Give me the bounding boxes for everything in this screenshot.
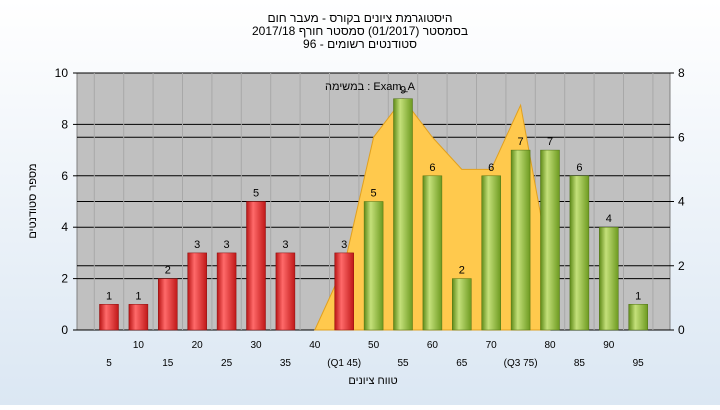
bar-labels-group: 1 1 2 3 3 5 3 3 5 9 6 2 6 7 7 6 4 1 [106,85,641,303]
bar-65 [452,278,472,331]
x-tick-label: 90 [603,340,615,351]
bar-5 [99,304,119,331]
y-tick-label: 2 [61,272,68,286]
bar-label-80: 7 [547,136,553,148]
y-tick-label: 6 [61,169,68,183]
bar-30 [246,201,266,331]
x-tick-label: 55 [397,358,409,369]
bar-label-55: 9 [400,85,406,97]
bar-label-65: 2 [459,265,465,277]
x-tick-label: 60 [427,340,439,351]
bar-label-30: 5 [253,188,259,200]
y-axis-label: מספר סטודנטים [27,163,39,238]
bar-label-35: 3 [282,239,288,251]
x-tick-label: 70 [486,340,498,351]
bar-50 [363,201,384,331]
y-tick-label: 10 [55,66,69,80]
bar-90 [599,226,619,331]
x-tick-label: 95 [633,358,645,369]
bar-10 [128,304,149,331]
bar-60 [422,175,443,331]
y2-tick-label: 8 [678,66,685,80]
bar-label-5: 1 [106,290,112,302]
bar-label-60: 6 [429,162,435,174]
x-tick-label: 50 [368,340,380,351]
chart-annotation: במשימה : Exam_A [325,81,416,93]
bar-95 [628,304,648,331]
x-tick-label: 15 [162,358,174,369]
bar-label-70: 6 [488,162,494,174]
x-tick-label: (Q1 45) [327,358,361,369]
chart-subtitle: בסמסטר (01/2017) סמסטר חורף 2017/18 [252,24,468,38]
x-tick-label: 25 [221,358,233,369]
y2-tick-label: 0 [678,323,685,337]
bar-85 [569,175,590,331]
bars-group [99,98,648,331]
y2-tick-label: 2 [678,259,685,273]
x-tick-label: (Q3 75) [504,358,538,369]
x-tick-label: 85 [574,358,586,369]
y-tick-label: 8 [61,117,68,131]
chart-title: היסטוגרמת ציונים בקורס - מעבר חום [268,11,453,25]
y-tick-label: 4 [61,220,68,234]
y2-tick-label: 4 [678,195,685,209]
bar-20 [187,252,207,331]
y-tick-label: 0 [61,323,68,337]
x-tick-label: 80 [544,340,556,351]
x-tick-label: 65 [456,358,468,369]
x-tick-label: 40 [309,340,321,351]
bar-75 [510,149,531,331]
bar-label-90: 4 [606,213,612,225]
bar-label-10: 1 [135,290,141,302]
x-tick-label: 20 [192,340,204,351]
bar-label-15: 2 [165,265,171,277]
bar-45 [334,252,354,331]
chart-subtitle-enrolled: סטודנטים רשומים - 96 [303,37,417,51]
bar-25 [216,252,237,331]
x-tick-label: 35 [280,358,292,369]
x-tick-label: 30 [250,340,262,351]
y2-tick-label: 6 [678,130,685,144]
bar-55 [393,98,413,331]
x-axis-ticks: 10 20 30 40 50 60 70 80 90 5 15 25 35 (Q1 45) 55 65 (Q3 … [106,340,644,369]
bar-label-45: 3 [341,239,347,251]
bar-15 [158,278,178,331]
bar-label-75: 7 [518,136,524,148]
x-tick-label: 10 [133,340,145,351]
bar-label-20: 3 [194,239,200,251]
bar-70 [481,175,501,331]
bar-label-25: 3 [224,239,230,251]
bar-80 [540,149,560,331]
x-axis-label: טווח ציונים [348,375,397,387]
bar-label-50: 5 [371,188,377,200]
bar-label-85: 6 [576,162,582,174]
bar-35 [275,252,296,331]
bar-label-95: 1 [635,290,641,302]
x-tick-label: 5 [106,358,112,369]
y-axis-ticks: 0 2 4 6 8 10 [55,66,77,337]
y2-axis-ticks: 0 2 4 6 8 [670,66,685,337]
